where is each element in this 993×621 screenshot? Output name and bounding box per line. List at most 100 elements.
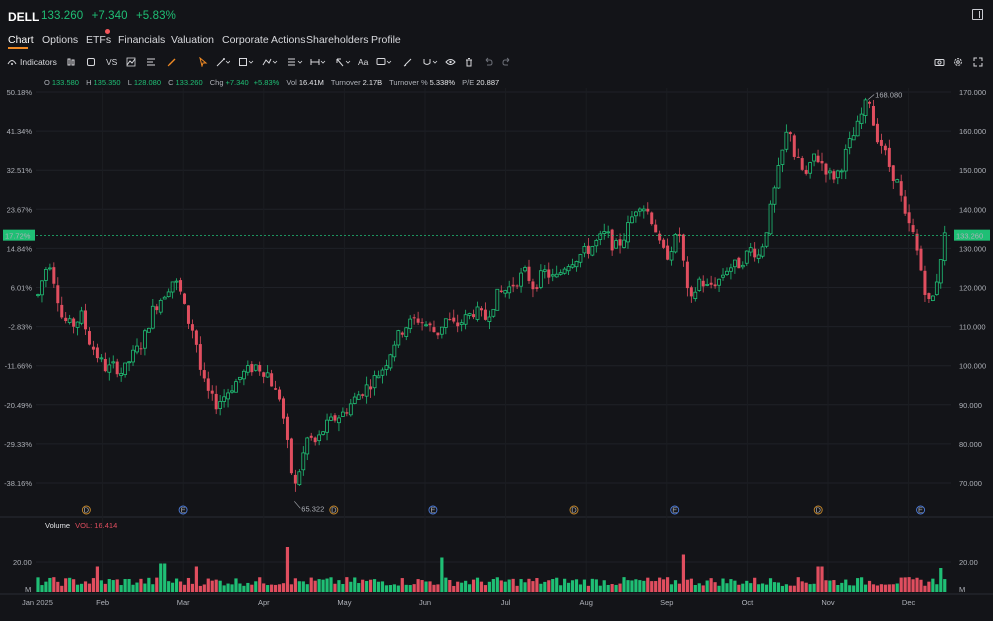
arrow-icon[interactable] (335, 55, 351, 68)
volume-bar (610, 584, 614, 592)
earnings-marker[interactable] (178, 505, 188, 515)
candle-body (713, 284, 717, 287)
candle-body (64, 317, 68, 322)
camera-icon[interactable] (934, 55, 945, 68)
tab-profile[interactable]: Profile (371, 34, 401, 46)
candle-body (487, 316, 492, 322)
volume-bar (186, 577, 191, 592)
candle-body (380, 369, 385, 376)
candle-body (56, 285, 60, 304)
earnings-marker[interactable] (916, 505, 926, 515)
candle-body (760, 246, 765, 257)
candle-body (301, 452, 306, 471)
volume-bar (380, 581, 385, 592)
volume-bar (602, 580, 606, 592)
earnings-marker[interactable] (428, 505, 438, 515)
candle-body (230, 390, 234, 393)
tab-valuation[interactable]: Valuation (171, 34, 215, 46)
compare-chart-icon[interactable] (126, 55, 136, 68)
candle-body (820, 161, 824, 164)
candle-body (681, 234, 685, 261)
tab-shareholders[interactable]: Shareholders (306, 34, 369, 46)
candle-body (388, 354, 393, 369)
path-icon[interactable] (262, 55, 278, 68)
comment-icon[interactable] (376, 55, 392, 68)
candle-body (67, 318, 72, 323)
candle-body (768, 203, 773, 235)
volume-bar (899, 577, 903, 592)
fullscreen-icon[interactable] (973, 55, 983, 68)
volume-bar (36, 577, 40, 592)
volume-bar (582, 579, 587, 592)
candle-body (618, 239, 622, 246)
measure-icon[interactable] (310, 55, 326, 68)
brush-icon[interactable] (167, 55, 177, 68)
indicators-button[interactable]: Indicators (7, 55, 57, 68)
candle-body (44, 269, 48, 281)
template-icon[interactable] (146, 55, 156, 68)
percent-tick-label: -29.33% (4, 440, 32, 449)
volume-bar (796, 577, 800, 592)
candle-body (174, 280, 179, 283)
compare-button[interactable]: VS (106, 56, 118, 67)
candle-body (384, 365, 389, 370)
event-marker-label: E (918, 506, 923, 515)
candle-body (859, 113, 864, 124)
volume-bar (167, 581, 171, 592)
cursor-icon[interactable] (198, 55, 208, 68)
volume-bar (646, 577, 650, 592)
candle-type-icon[interactable] (66, 55, 76, 68)
candle-body (630, 216, 634, 224)
candle-body (689, 287, 693, 297)
dividend-marker[interactable] (81, 505, 91, 515)
settings-icon[interactable] (953, 55, 963, 68)
collapse-panel-icon[interactable] (972, 9, 983, 20)
candle-body (376, 375, 381, 379)
earnings-marker[interactable] (670, 505, 680, 515)
volume-bar (444, 577, 448, 592)
tab-chart[interactable]: Chart (8, 34, 34, 46)
rect-icon[interactable] (238, 55, 254, 68)
candle-body (523, 267, 527, 272)
candle-body (693, 291, 698, 300)
eye-icon[interactable] (445, 55, 456, 68)
volume-bar (206, 578, 210, 592)
trendline-icon[interactable] (216, 55, 230, 68)
candle-body (519, 272, 523, 287)
candle-body (218, 401, 223, 409)
indicators-icon (7, 59, 17, 65)
candle-body (361, 394, 365, 396)
trash-icon[interactable] (464, 55, 474, 68)
fib-icon[interactable] (287, 55, 303, 68)
volume-bar (317, 579, 321, 592)
dividend-marker[interactable] (813, 505, 823, 515)
undo-icon[interactable] (483, 55, 493, 68)
tab-financials[interactable]: Financials (118, 34, 166, 46)
volume-bar (626, 580, 630, 592)
pen-icon[interactable] (403, 55, 413, 68)
redo-icon[interactable] (502, 55, 512, 68)
volume-bar (519, 579, 523, 592)
tab-corporate-actions[interactable]: Corporate Actions (222, 34, 306, 46)
volume-bar (594, 579, 598, 592)
volume-bar (499, 580, 503, 592)
candle-body (143, 330, 147, 349)
candle-body (285, 416, 289, 440)
tab-options[interactable]: Options (42, 34, 79, 46)
candle-body (222, 396, 227, 402)
dividend-marker[interactable] (569, 505, 579, 515)
layout-icon[interactable] (86, 55, 96, 68)
tab-etfs[interactable]: ETFs (86, 34, 112, 46)
candle-body (503, 290, 508, 294)
current-price-label: 133.260 (956, 232, 983, 241)
text-tool-button[interactable]: Aa (358, 56, 369, 67)
percent-tick-label: 23.67% (7, 205, 33, 214)
volume-bar (907, 577, 911, 592)
dividend-marker[interactable] (329, 505, 339, 515)
volume-bar (709, 578, 713, 592)
magnet-icon[interactable] (422, 55, 438, 68)
candle-body (515, 285, 519, 287)
volume-unit-right: M (959, 585, 965, 594)
candle-body (641, 208, 646, 212)
